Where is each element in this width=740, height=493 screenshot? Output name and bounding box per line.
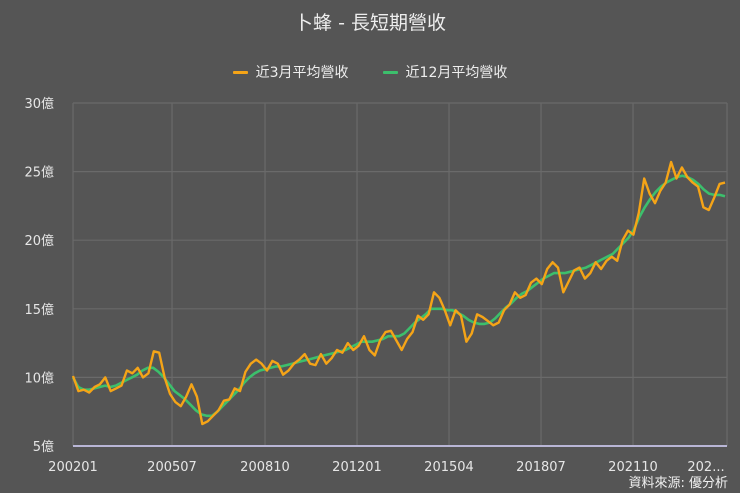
svg-text:201201: 201201 <box>332 460 382 475</box>
legend-label-3m: 近3月平均營收 <box>255 65 349 81</box>
chart-title: 卜蜂 - 長短期營收 <box>294 12 446 34</box>
legend-item-12m[interactable]: 近12月平均營收 <box>382 62 508 82</box>
series-line-3m <box>71 160 726 426</box>
svg-text:20億: 20億 <box>24 233 54 249</box>
y-axis-ticks: 5億 10億 15億 20億 25億 30億 <box>24 96 54 455</box>
svg-text:5億: 5億 <box>33 439 54 455</box>
legend: 近3月平均營收 近12月平均營收 <box>0 62 740 82</box>
svg-text:201504: 201504 <box>424 460 474 475</box>
legend-swatch-12m <box>382 70 398 74</box>
svg-text:15億: 15億 <box>24 302 54 318</box>
series-line-12m <box>71 174 726 418</box>
svg-text:10億: 10億 <box>24 370 54 386</box>
legend-label-12m: 近12月平均營收 <box>405 65 508 81</box>
svg-text:200810: 200810 <box>240 460 290 475</box>
svg-text:200201: 200201 <box>48 460 98 475</box>
svg-text:202110: 202110 <box>608 460 658 475</box>
legend-swatch-3m <box>232 70 248 74</box>
x-axis-ticks: 200201 200507 200810 201201 201504 201807 2021… <box>48 460 724 475</box>
svg-text:25億: 25億 <box>24 165 54 181</box>
svg-text:200507: 200507 <box>147 460 197 475</box>
svg-text:30億: 30億 <box>24 96 54 112</box>
source-label: 資料來源: 優分析 <box>628 476 728 491</box>
svg-text:202...: 202... <box>687 460 724 475</box>
legend-item-3m[interactable]: 近3月平均營收 <box>232 62 349 82</box>
svg-text:201807: 201807 <box>516 460 566 475</box>
